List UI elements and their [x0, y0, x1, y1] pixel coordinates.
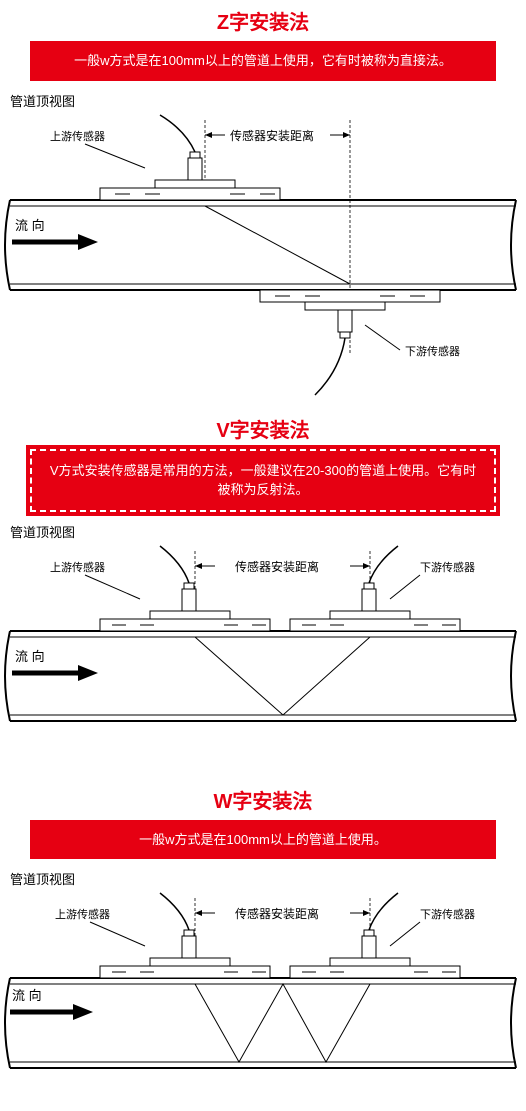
z-diagram: 上游传感器 传感器安装距离 流 向	[0, 110, 526, 400]
w-beam	[195, 984, 370, 1062]
z-downstream-label: 下游传感器	[405, 345, 460, 358]
z-flow-arrow	[78, 234, 98, 250]
w-diagram: 上游传感器 传感器安装距离 下游传感器 流 向	[0, 888, 526, 1103]
v-upstream-sensor	[100, 546, 270, 631]
v-topview: 管道顶视图	[0, 518, 526, 541]
z-upstream-label: 上游传感器	[50, 130, 105, 143]
v-distance-label: 传感器安装距离	[235, 559, 319, 574]
z-banner: 一般w方式是在100mm以上的管道上使用，它有时被称为直接法。	[30, 41, 496, 81]
w-topview: 管道顶视图	[0, 865, 526, 888]
w-title: W字安装法	[0, 779, 526, 820]
z-upstream-sensor	[100, 115, 280, 200]
w-upstream-label: 上游传感器	[55, 908, 110, 921]
z-distance-label: 传感器安装距离	[230, 128, 314, 143]
v-title: V字安装法	[0, 408, 526, 449]
v-diagram: 上游传感器 传感器安装距离 下游传感器 流 向	[0, 541, 526, 771]
v-banner: V方式安装传感器是常用的方法，一般建议在20-300的管道上使用。它有时被称为反…	[30, 449, 496, 512]
v-beam	[195, 637, 370, 715]
w-banner: 一般w方式是在100mm以上的管道上使用。	[30, 820, 496, 860]
z-flow-label: 流 向	[15, 218, 45, 233]
w-section: W字安装法 一般w方式是在100mm以上的管道上使用。 管道顶视图 上游传感器 …	[0, 779, 526, 1104]
w-upstream-sensor	[100, 893, 270, 978]
v-flow-label: 流 向	[15, 649, 45, 664]
z-title: Z字安装法	[0, 0, 526, 41]
z-topview: 管道顶视图	[0, 87, 526, 110]
v-downstream-label: 下游传感器	[420, 561, 475, 574]
w-downstream-sensor	[290, 893, 460, 978]
z-beam	[205, 206, 350, 284]
v-flow-arrow	[78, 665, 98, 681]
v-downstream-sensor	[290, 546, 460, 631]
w-downstream-label: 下游传感器	[420, 908, 475, 921]
z-section: Z字安装法 一般w方式是在100mm以上的管道上使用，它有时被称为直接法。 管道…	[0, 0, 526, 400]
w-distance-label: 传感器安装距离	[235, 906, 319, 921]
v-upstream-label: 上游传感器	[50, 561, 105, 574]
w-flow-label: 流 向	[12, 988, 42, 1003]
v-section: V字安装法 V方式安装传感器是常用的方法，一般建议在20-300的管道上使用。它…	[0, 408, 526, 771]
w-flow-arrow	[73, 1004, 93, 1020]
